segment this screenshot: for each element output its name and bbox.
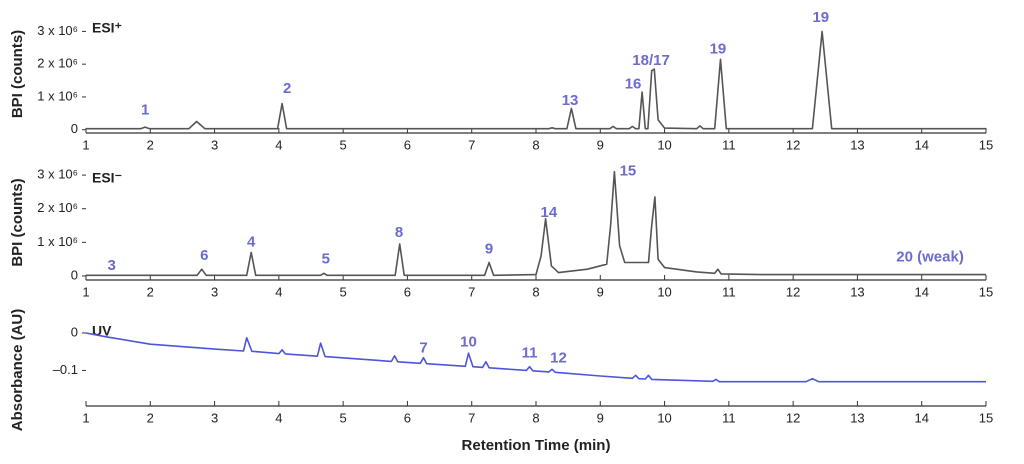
- peak-label: 8: [395, 224, 403, 241]
- x-tick-label: 9: [597, 410, 604, 425]
- peak-label: 19: [812, 9, 829, 26]
- y-tick-label: 0: [71, 121, 78, 136]
- x-tick-label: 6: [404, 284, 411, 299]
- x-tick-label: 4: [275, 410, 282, 425]
- trace: [86, 170, 986, 277]
- x-tick-label: 9: [597, 284, 604, 299]
- y-tick-label: 3 x 10⁶: [37, 23, 78, 38]
- x-tick-label: 13: [850, 137, 864, 152]
- x-tick-label: 4: [275, 137, 282, 152]
- peak-label: 1: [141, 101, 149, 118]
- x-tick-label: 8: [532, 137, 539, 152]
- x-tick-label: 3: [211, 410, 218, 425]
- peak-label: 7: [419, 340, 427, 357]
- trace: [85, 332, 986, 383]
- x-tick-label: 10: [657, 410, 671, 425]
- x-tick-label: 6: [404, 410, 411, 425]
- x-tick-label: 2: [147, 137, 154, 152]
- x-tick-label: 7: [468, 137, 475, 152]
- x-tick-label: 1: [82, 137, 89, 152]
- peak-label: 12: [550, 349, 567, 366]
- peak-label: 13: [562, 92, 579, 109]
- x-tick-label: 2: [147, 410, 154, 425]
- x-tick-label: 11: [722, 137, 736, 152]
- x-tick-label: 15: [979, 137, 993, 152]
- y-tick-label: 0: [71, 267, 78, 282]
- x-tick-label: 3: [211, 137, 218, 152]
- x-axis-label: Retention Time (min): [462, 437, 611, 454]
- x-tick-label: 6: [404, 137, 411, 152]
- x-tick-label: 8: [532, 410, 539, 425]
- x-tick-label: 10: [657, 137, 671, 152]
- x-tick-label: 14: [914, 410, 928, 425]
- x-tick-label: 4: [275, 284, 282, 299]
- y-tick-label: 3 x 10⁶: [37, 167, 78, 182]
- x-tick-label: 5: [340, 410, 347, 425]
- y-tick-label: 0: [71, 324, 78, 339]
- x-tick-label: 8: [532, 284, 539, 299]
- peak-label: 11: [522, 345, 538, 362]
- peak-label: 9: [485, 241, 493, 258]
- peak-label: 4: [247, 233, 256, 250]
- peak-label: 6: [200, 247, 208, 264]
- x-tick-label: 14: [914, 137, 928, 152]
- peak-label: 15: [620, 163, 637, 180]
- x-tick-label: 15: [979, 284, 993, 299]
- trace: [86, 30, 986, 130]
- peak-label: 14: [541, 204, 558, 221]
- x-tick-label: 13: [850, 284, 864, 299]
- x-tick-label: 7: [468, 284, 475, 299]
- peak-label: 10: [460, 334, 477, 351]
- x-tick-label: 13: [850, 410, 864, 425]
- y-tick-label: 2 x 10⁶: [37, 56, 78, 71]
- panel-label: ESI⁺: [92, 20, 122, 36]
- x-tick-label: 14: [914, 284, 928, 299]
- peak-label: 18/17: [632, 52, 670, 69]
- x-tick-label: 15: [979, 410, 993, 425]
- y-tick-label: 1 x 10⁶: [37, 88, 78, 103]
- x-tick-label: 1: [82, 410, 89, 425]
- x-tick-label: 7: [468, 410, 475, 425]
- x-tick-label: 12: [786, 284, 800, 299]
- x-tick-label: 9: [597, 137, 604, 152]
- x-tick-label: 12: [786, 137, 800, 152]
- panel-label: ESI⁻: [92, 170, 122, 186]
- peak-label: 2: [283, 80, 291, 97]
- y-axis-label: Absorbance (AU): [9, 309, 26, 432]
- peak-label: 19: [710, 41, 727, 58]
- x-tick-label: 5: [340, 284, 347, 299]
- x-tick-label: 5: [340, 137, 347, 152]
- x-tick-label: 10: [657, 284, 671, 299]
- y-tick-label: 2 x 10⁶: [37, 200, 78, 215]
- x-tick-label: 1: [82, 284, 89, 299]
- x-tick-label: 3: [211, 284, 218, 299]
- x-tick-label: 11: [722, 284, 736, 299]
- x-tick-label: 2: [147, 284, 154, 299]
- peak-label: 5: [322, 250, 330, 267]
- x-tick-label: 12: [786, 410, 800, 425]
- y-axis-label: BPI (counts): [9, 178, 26, 266]
- y-tick-label: 1 x 10⁶: [37, 234, 78, 249]
- peak-label: 20 (weak): [896, 248, 964, 265]
- y-axis-label: BPI (counts): [9, 30, 26, 118]
- peak-label: 3: [108, 257, 116, 274]
- x-tick-label: 11: [722, 410, 736, 425]
- y-tick-label: –0.1: [53, 362, 78, 377]
- peak-label: 16: [625, 75, 642, 92]
